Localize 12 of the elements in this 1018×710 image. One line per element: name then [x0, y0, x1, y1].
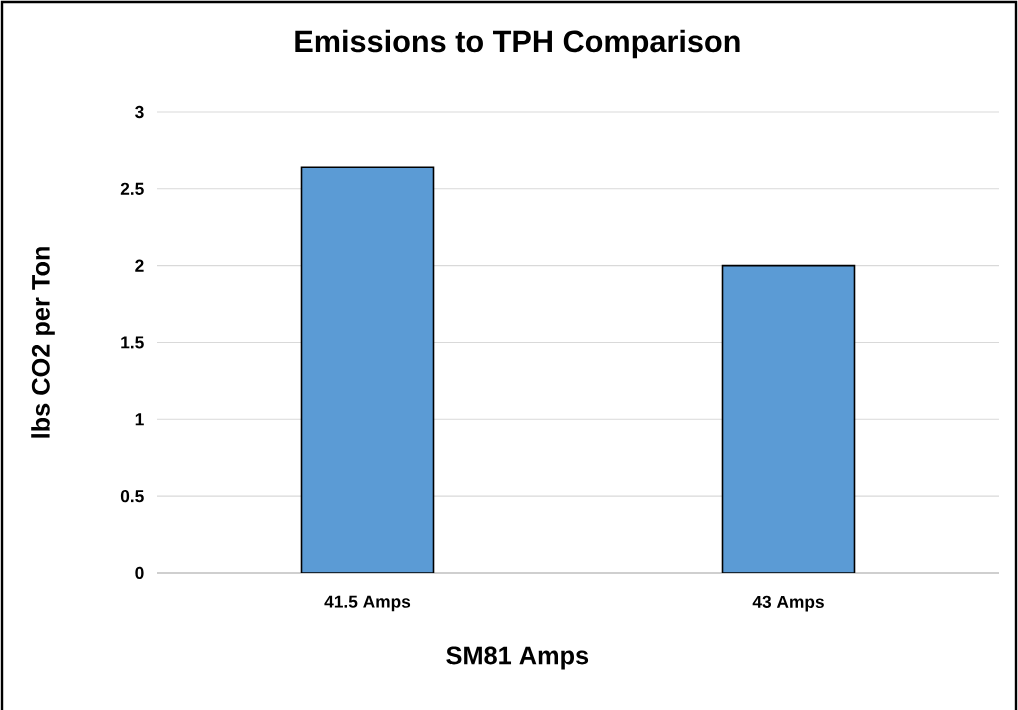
x-axis-title: SM81 Amps [446, 646, 589, 670]
y-tick-label: 2 [135, 259, 144, 272]
y-tick-label: 0.5 [120, 490, 144, 503]
y-tick-label: 1.5 [121, 336, 144, 349]
y-tick-label: 0 [135, 566, 144, 580]
chart-title: Emissions to TPH Comparison [295, 29, 740, 59]
y-axis-title: lbs CO2 per Ton [31, 247, 55, 438]
y-tick-label: 1 [135, 413, 144, 426]
x-tick-label: 41.5 Amps [324, 595, 411, 612]
y-tick-label: 3 [135, 105, 144, 119]
x-tick-label: 43 Amps [752, 595, 824, 612]
y-tick-label: 2.5 [120, 182, 144, 195]
